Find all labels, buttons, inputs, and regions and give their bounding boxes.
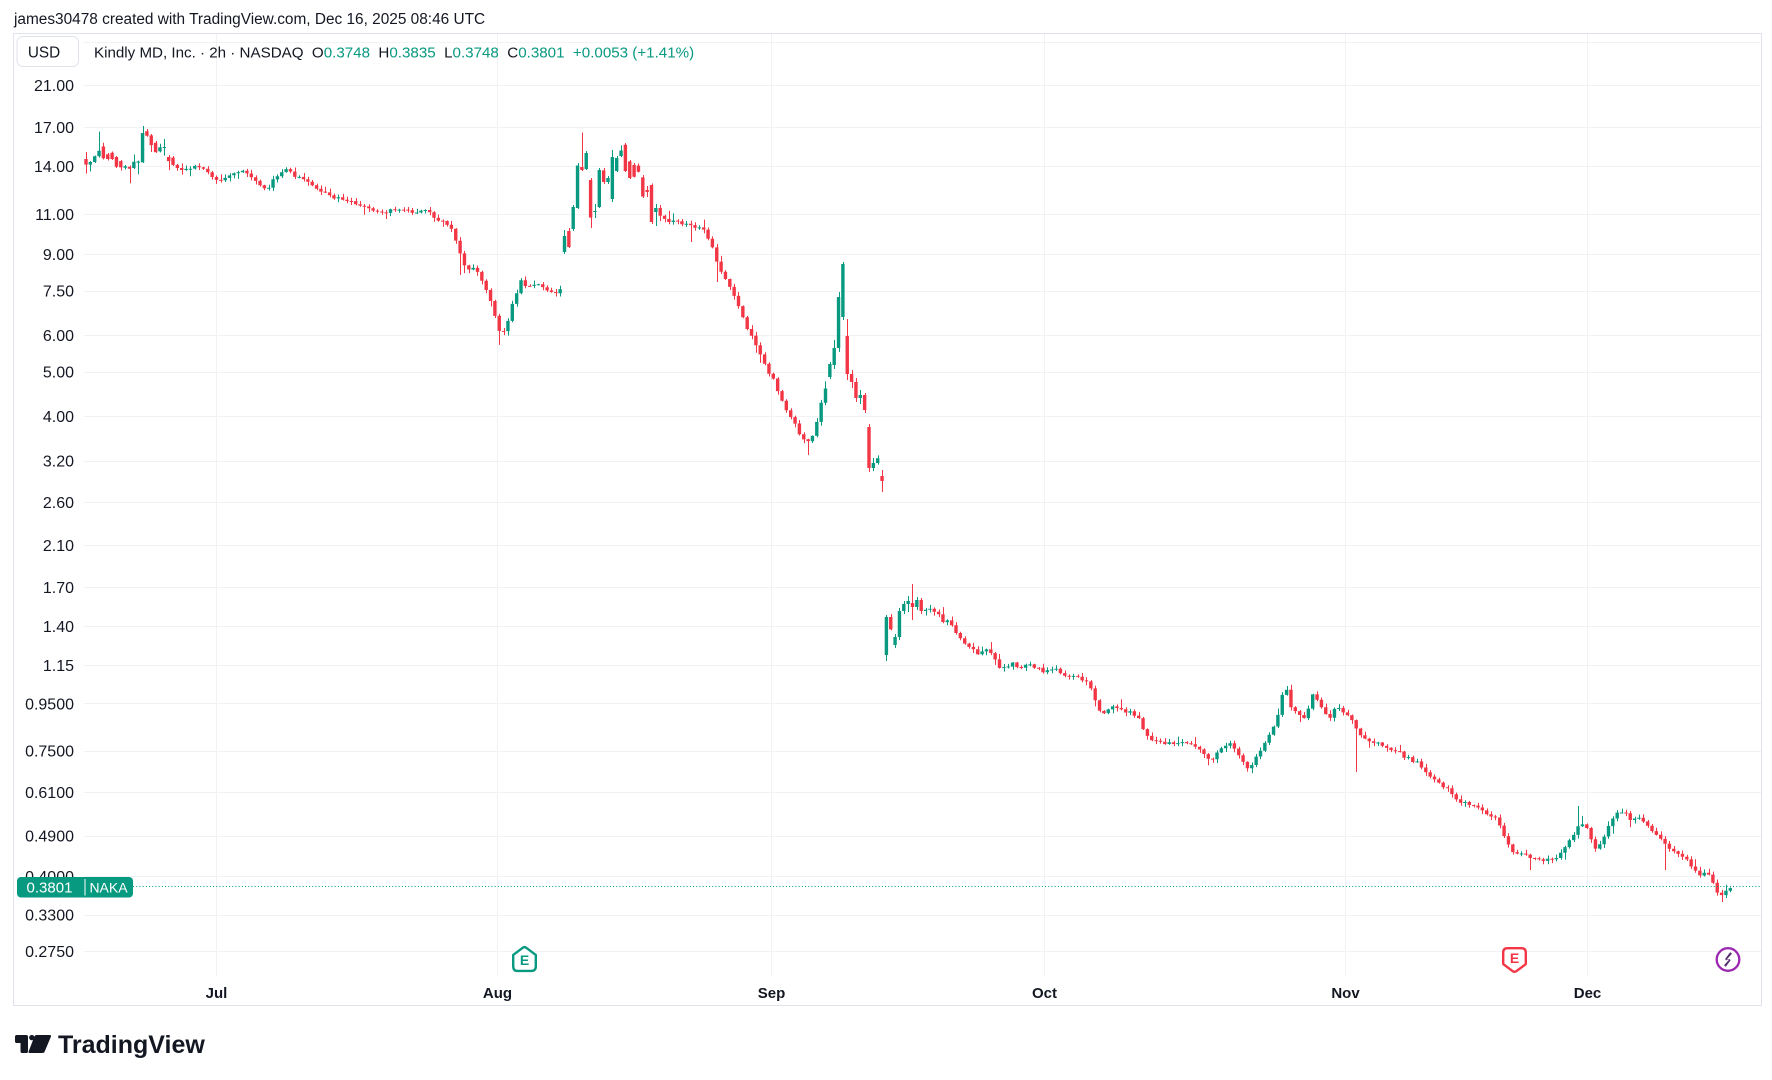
svg-text:7.50: 7.50: [43, 284, 74, 301]
svg-text:TradingView: TradingView: [58, 1031, 205, 1059]
svg-text:E: E: [520, 952, 529, 968]
svg-text:6.00: 6.00: [43, 328, 74, 345]
svg-text:1.15: 1.15: [43, 658, 74, 675]
svg-text:NAKA: NAKA: [89, 879, 128, 895]
svg-text:james30478 created with Tradin: james30478 created with TradingView.com,…: [13, 11, 485, 28]
svg-text:9.00: 9.00: [43, 247, 74, 264]
svg-text:2.60: 2.60: [43, 495, 74, 512]
svg-text:Jul: Jul: [206, 985, 228, 1002]
svg-text:4.00: 4.00: [43, 409, 74, 426]
svg-text:1.40: 1.40: [43, 619, 74, 636]
svg-text:Oct: Oct: [1032, 985, 1057, 1002]
svg-text:USD: USD: [28, 45, 60, 62]
svg-text:0.4900: 0.4900: [25, 829, 74, 846]
svg-text:Aug: Aug: [483, 985, 512, 1002]
svg-text:1.70: 1.70: [43, 580, 74, 597]
svg-text:Dec: Dec: [1574, 985, 1602, 1002]
svg-text:0.6100: 0.6100: [25, 785, 74, 802]
svg-text:0.7500: 0.7500: [25, 744, 74, 761]
svg-text:Kindly MD, Inc. · 2h · NASDAQ: Kindly MD, Inc. · 2h · NASDAQ O0.3748 H0…: [94, 45, 694, 62]
svg-text:0.3300: 0.3300: [25, 908, 74, 925]
svg-text:2.10: 2.10: [43, 538, 74, 555]
svg-text:0.3801: 0.3801: [27, 880, 73, 897]
svg-text:11.00: 11.00: [35, 207, 74, 224]
svg-text:21.00: 21.00: [34, 78, 74, 95]
svg-text:5.00: 5.00: [43, 365, 74, 382]
svg-text:3.20: 3.20: [43, 454, 74, 471]
svg-text:17.00: 17.00: [34, 120, 74, 137]
svg-text:E: E: [1510, 950, 1519, 966]
svg-text:14.00: 14.00: [34, 159, 74, 176]
svg-text:0.9500: 0.9500: [25, 696, 74, 713]
svg-text:0.2750: 0.2750: [25, 944, 74, 961]
svg-text:Sep: Sep: [758, 985, 786, 1002]
svg-text:Nov: Nov: [1331, 985, 1360, 1002]
